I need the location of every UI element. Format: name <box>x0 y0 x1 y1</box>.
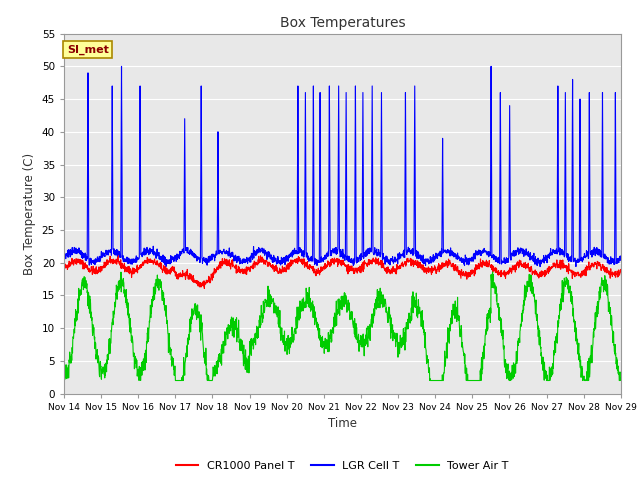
LGR Cell T <box>60 257 68 263</box>
Tower Air T <box>505 374 513 380</box>
CR1000 Panel T <box>371 260 379 265</box>
Legend: CR1000 Panel T, LGR Cell T, Tower Air T: CR1000 Panel T, LGR Cell T, Tower Air T <box>172 457 513 476</box>
Tower Air T <box>584 359 591 364</box>
Title: Box Temperatures: Box Temperatures <box>280 16 405 30</box>
CR1000 Panel T <box>114 252 122 257</box>
Tower Air T <box>216 350 223 356</box>
Text: SI_met: SI_met <box>67 44 109 55</box>
Y-axis label: Box Temperature (C): Box Temperature (C) <box>23 153 36 275</box>
CR1000 Panel T <box>568 268 576 274</box>
LGR Cell T <box>536 264 544 269</box>
LGR Cell T <box>568 181 576 187</box>
Tower Air T <box>359 344 367 350</box>
Tower Air T <box>135 378 143 384</box>
LGR Cell T <box>359 140 367 145</box>
CR1000 Panel T <box>200 286 208 291</box>
LGR Cell T <box>118 63 125 69</box>
Line: LGR Cell T: LGR Cell T <box>64 66 621 266</box>
CR1000 Panel T <box>216 262 223 268</box>
Tower Air T <box>371 310 379 316</box>
Tower Air T <box>617 375 625 381</box>
CR1000 Panel T <box>617 268 625 274</box>
LGR Cell T <box>216 251 223 256</box>
CR1000 Panel T <box>60 264 68 270</box>
X-axis label: Time: Time <box>328 417 357 430</box>
LGR Cell T <box>584 251 591 256</box>
Line: Tower Air T: Tower Air T <box>64 272 621 381</box>
LGR Cell T <box>504 257 512 263</box>
Tower Air T <box>60 370 68 376</box>
Line: CR1000 Panel T: CR1000 Panel T <box>64 254 621 288</box>
Tower Air T <box>568 301 576 307</box>
CR1000 Panel T <box>505 271 513 277</box>
CR1000 Panel T <box>359 264 367 270</box>
LGR Cell T <box>617 255 625 261</box>
CR1000 Panel T <box>584 264 591 270</box>
Tower Air T <box>489 269 497 275</box>
LGR Cell T <box>371 245 379 251</box>
